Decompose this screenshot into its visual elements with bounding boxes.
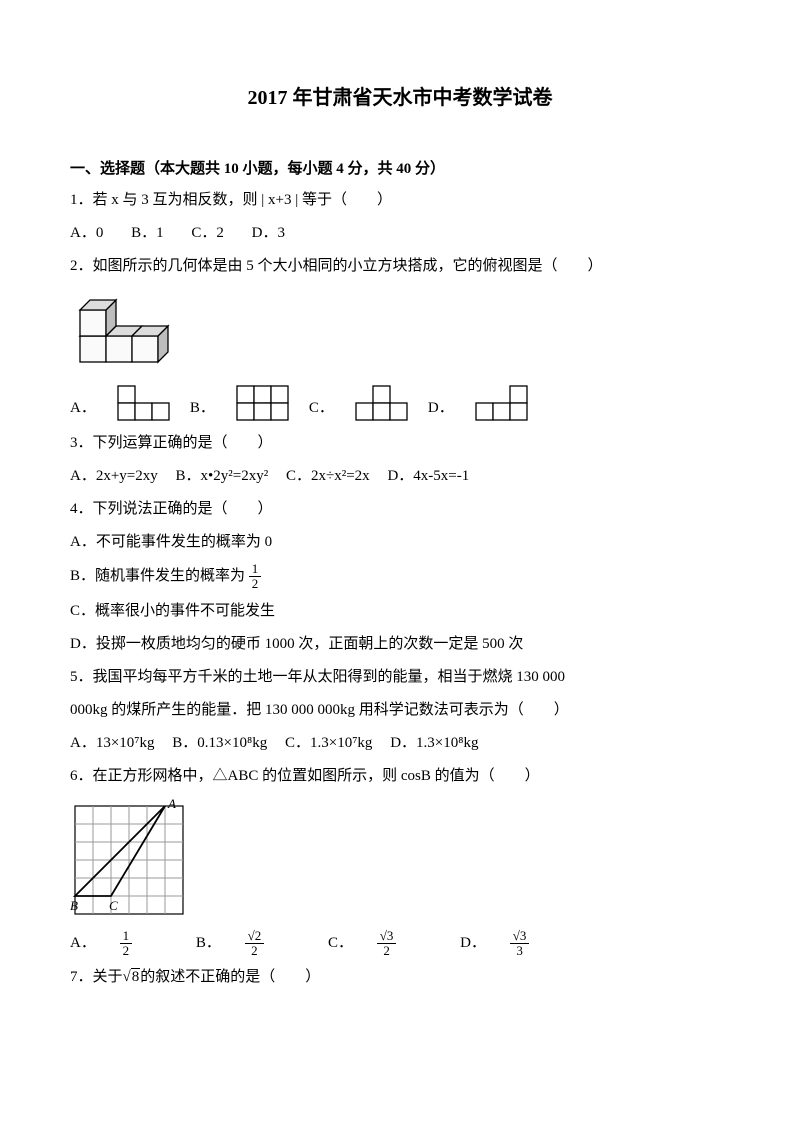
vertex-b-label: B (70, 898, 78, 913)
fraction-sqrt2-2: √22 (245, 929, 285, 959)
fraction-sqrt3-2: √32 (377, 929, 417, 959)
q4-opt-a: A．不可能事件发生的概率为 0 (70, 529, 730, 556)
q4-opt-b: B．随机事件发生的概率为 12 (70, 562, 730, 592)
sqrt-8: √8 (123, 968, 141, 985)
q3-stem: 3．下列运算正确的是（ ） (70, 430, 730, 457)
q2-opt-a: A． (70, 395, 96, 422)
q6-options: A． 12 B． √22 C． √32 D． √33 (70, 929, 730, 959)
q5-opt-a: A．13×10⁷kg (70, 730, 155, 757)
triangle-grid-icon: A B C (70, 796, 200, 921)
q2-options-row: A． B． C． (70, 384, 730, 422)
cube-solid-icon (70, 286, 175, 376)
q1-opt-d: D．3 (252, 220, 285, 247)
q2-opt-b: B． (190, 395, 215, 422)
fraction-1-2: 12 (120, 929, 153, 959)
q2-solid-figure (70, 286, 730, 376)
q6-opt-b-label: B． (196, 930, 221, 957)
page-title: 2017 年甘肃省天水市中考数学试卷 (70, 80, 730, 116)
q3-options: A．2x+y=2xy B．x•2y²=2xy² C．2x÷x²=2x D．4x-… (70, 463, 730, 490)
q4-stem: 4．下列说法正确的是（ ） (70, 496, 730, 523)
q5-opt-b: B．0.13×10⁸kg (172, 730, 267, 757)
q5-opt-c: C．1.3×10⁷kg (285, 730, 372, 757)
q5-options: A．13×10⁷kg B．0.13×10⁸kg C．1.3×10⁷kg D．1.… (70, 730, 730, 757)
q6-opt-b: B． √22 (196, 929, 304, 959)
q1-opt-b: B．1 (131, 220, 164, 247)
fraction-one-half: 12 (249, 562, 262, 592)
q7-pre: 7．关于 (70, 969, 123, 985)
q6-opt-d: D． √33 (460, 929, 569, 959)
q1-stem: 1．若 x 与 3 互为相反数，则 | x+3 | 等于（ ） (70, 187, 730, 214)
vertex-a-label: A (167, 796, 176, 811)
q2-opt-c: C． (309, 395, 334, 422)
q2-opt-a-grid (116, 384, 172, 422)
q3-opt-b: B．x•2y²=2xy² (176, 463, 269, 490)
q5-line2: 000kg 的煤所产生的能量．把 130 000 000kg 用科学记数法可表示… (70, 697, 730, 724)
q6-opt-a-label: A． (70, 930, 96, 957)
q5-opt-d: D．1.3×10⁸kg (390, 730, 478, 757)
q3-opt-a: A．2x+y=2xy (70, 463, 158, 490)
q1-options: A．0 B．1 C．2 D．3 (70, 220, 730, 247)
q1-opt-c: C．2 (191, 220, 224, 247)
q3-opt-d: D．4x-5x=-1 (387, 463, 469, 490)
vertex-c-label: C (109, 898, 118, 913)
q7-post: 的叙述不正确的是（ ） (140, 969, 320, 985)
q7-stem: 7．关于√8的叙述不正确的是（ ） (70, 964, 730, 991)
q2-opt-c-grid (354, 384, 410, 422)
q1-opt-a: A．0 (70, 220, 103, 247)
fraction-sqrt3-3: √33 (510, 929, 550, 959)
q2-opt-d-grid (474, 384, 530, 422)
q6-opt-d-label: D． (460, 930, 486, 957)
q2-opt-b-grid (235, 384, 291, 422)
q2-opt-d: D． (428, 395, 454, 422)
q6-opt-a: A． 12 (70, 929, 172, 959)
q4-opt-c: C．概率很小的事件不可能发生 (70, 598, 730, 625)
q2-stem: 2．如图所示的几何体是由 5 个大小相同的小立方块搭成，它的俯视图是（ ） (70, 253, 730, 280)
q6-figure: A B C (70, 796, 730, 921)
q4-opt-d: D．投掷一枚质地均匀的硬币 1000 次，正面朝上的次数一定是 500 次 (70, 631, 730, 658)
q3-opt-c: C．2x÷x²=2x (286, 463, 370, 490)
q6-opt-c: C． √32 (328, 929, 436, 959)
q6-stem: 6．在正方形网格中，△ABC 的位置如图所示，则 cosB 的值为（ ） (70, 763, 730, 790)
q5-line1: 5．我国平均每平方千米的土地一年从太阳得到的能量，相当于燃烧 130 000 (70, 664, 730, 691)
q4-opt-b-text: B．随机事件发生的概率为 (70, 568, 245, 584)
q6-opt-c-label: C． (328, 930, 353, 957)
section-heading: 一、选择题（本大题共 10 小题，每小题 4 分，共 40 分） (70, 156, 730, 183)
